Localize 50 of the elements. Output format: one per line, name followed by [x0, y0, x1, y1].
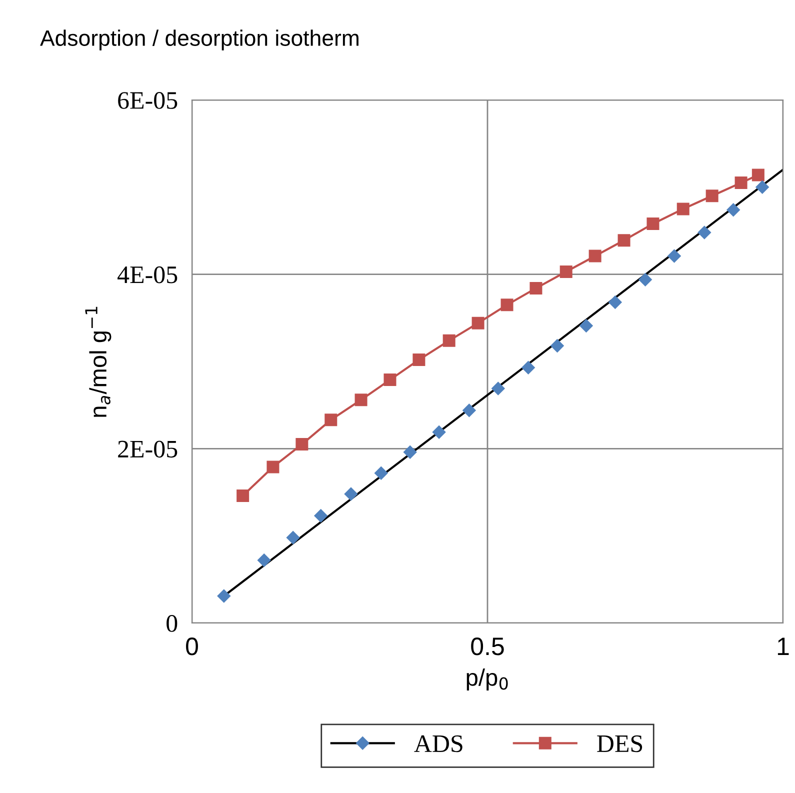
point [286, 530, 300, 544]
x-tick-label: 0.5 [471, 638, 504, 656]
point [676, 202, 690, 216]
point [588, 250, 602, 262]
point [752, 168, 764, 182]
x-tick-label: 1 [778, 638, 789, 656]
point [432, 426, 446, 439]
point [726, 203, 740, 216]
point [580, 319, 593, 332]
point [500, 298, 514, 312]
point [354, 394, 368, 406]
point [522, 361, 535, 374]
point [344, 487, 358, 501]
point [734, 176, 748, 190]
point [472, 316, 484, 330]
y-tick-label: 0 [166, 615, 178, 632]
point [492, 382, 505, 396]
x-axis-title: p/p$_{0}$ [466, 668, 508, 691]
point [462, 404, 476, 417]
point [374, 466, 388, 480]
point [698, 226, 711, 240]
y-tick-label: 4E-05 [118, 266, 178, 284]
point [412, 354, 426, 366]
point [668, 249, 681, 263]
point [608, 296, 622, 309]
point [442, 334, 456, 347]
point [756, 180, 769, 194]
legend-label: DES [597, 735, 642, 752]
point [618, 234, 630, 247]
point [638, 272, 652, 286]
point [236, 489, 250, 502]
point [403, 446, 417, 459]
x-tick-label: 0 [186, 638, 198, 656]
legend-label: ADS [414, 735, 462, 752]
point [530, 282, 542, 295]
y-axis-title: n$_{a}$/mol g$^{−1}$ [85, 306, 112, 417]
point [217, 589, 230, 603]
point [550, 339, 564, 352]
point [296, 438, 308, 451]
point [384, 374, 396, 386]
point [324, 414, 338, 426]
point [646, 218, 660, 230]
chart-title: Adsorption / desorption isotherm [40, 30, 358, 50]
point [314, 509, 328, 522]
point [266, 460, 280, 474]
y-tick-label: 6E-05 [118, 92, 178, 109]
point [258, 554, 271, 567]
y-tick-label: 2E-05 [118, 440, 178, 458]
point [706, 190, 718, 202]
point [560, 265, 572, 278]
